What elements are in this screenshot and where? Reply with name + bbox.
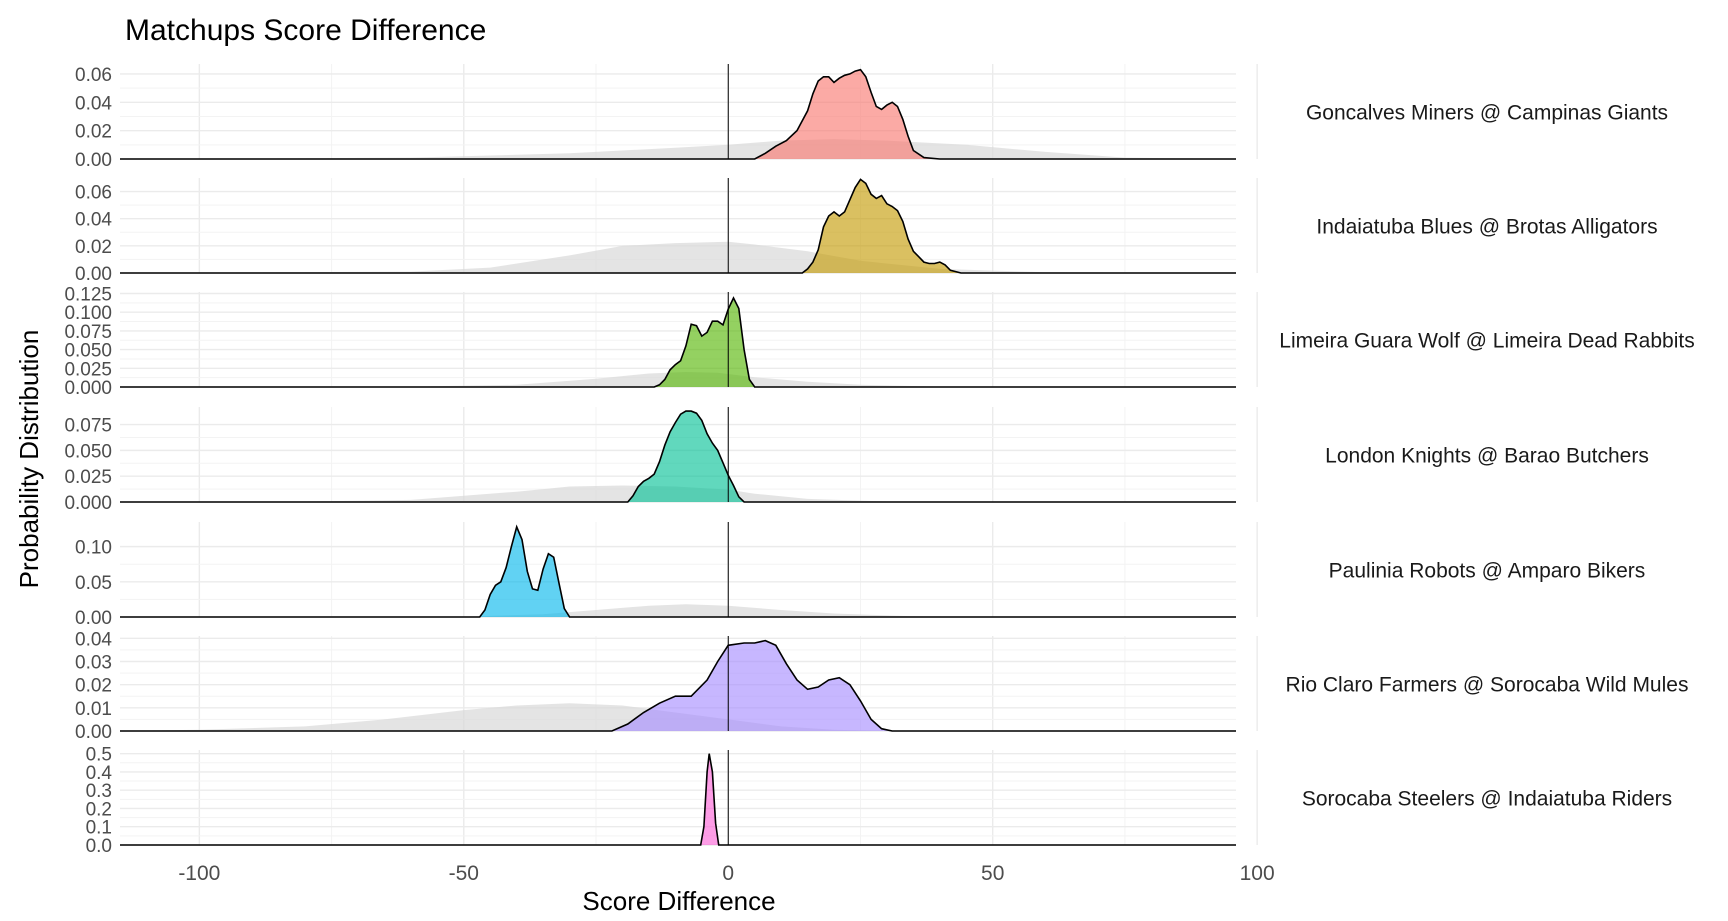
y-axis-title: Probability Distribution (14, 330, 44, 589)
y-tick-label: 0.125 (64, 284, 112, 305)
panel-5: 0.00 0.05 0.10 Paulinia Robots @ Amparo Bik… (75, 522, 1645, 629)
density-area (120, 69, 1236, 159)
x-axis-title: Score Difference (582, 886, 775, 916)
density-outline (120, 524, 1236, 618)
density-area (120, 640, 1236, 731)
x-tick-label: -100 (178, 862, 220, 885)
density-outline (120, 639, 1236, 732)
y-tick-label: 0.06 (75, 183, 112, 204)
panels-group: 0.00 0.02 0.04 0.06 Goncalves Miners @ Campi… (64, 64, 1695, 857)
y-tick-label: 0.3 (86, 781, 112, 802)
y-tick-label: 0.050 (64, 341, 112, 362)
y-tick-label: 0.050 (64, 441, 112, 462)
y-tick-label: 0.00 (75, 608, 112, 629)
y-tick-label: 0.01 (75, 699, 112, 720)
y-tick-label: 0.025 (64, 467, 112, 488)
y-tick-label: 0.5 (86, 745, 112, 766)
y-tick-label: 0.06 (75, 65, 112, 86)
y-tick-label: 0.4 (86, 763, 113, 784)
panel-label: Sorocaba Steelers @ Indaiatuba Riders (1302, 788, 1672, 811)
background-density-area (120, 241, 1236, 273)
density-outline (120, 753, 1236, 846)
panel-7: 0.00.10.20.30.40.5 Sorocaba Steelers @ In… (86, 745, 1673, 857)
y-tick-label: 0.2 (86, 799, 112, 820)
x-axis: -100 -50 0 50 100 (178, 862, 1274, 885)
panel-label: London Knights @ Barao Butchers (1325, 445, 1649, 468)
y-tick-label: 0.10 (75, 538, 112, 559)
x-tick-label: -50 (449, 862, 479, 885)
y-tick-label: 0.000 (64, 378, 112, 399)
panel-6: 0.000.010.02 0.030.04 Rio Claro Farmers @ … (75, 629, 1688, 743)
x-tick-label: 100 (1240, 862, 1275, 885)
y-tick-label: 0.025 (64, 359, 112, 380)
y-tick-label: 0.075 (64, 322, 112, 343)
y-tick-label: 0.00 (75, 150, 112, 171)
y-tick-label: 0.1 (86, 818, 112, 839)
background-density-area (120, 139, 1236, 159)
y-tick-label: 0.04 (75, 93, 112, 114)
panel-label: Indaiatuba Blues @ Brotas Alligators (1316, 216, 1657, 239)
y-tick-label: 0.000 (64, 493, 112, 514)
density-outline (120, 178, 1236, 274)
y-tick-label: 0.02 (75, 676, 112, 697)
y-tick-label: 0.05 (75, 573, 112, 594)
y-tick-label: 0.075 (64, 416, 112, 437)
panel-label: Goncalves Miners @ Campinas Giants (1306, 102, 1668, 125)
y-tick-label: 0.02 (75, 237, 112, 258)
panel-label: Limeira Guara Wolf @ Limeira Dead Rabbit… (1279, 330, 1694, 353)
y-tick-label: 0.0 (86, 836, 112, 857)
density-area (120, 526, 1236, 617)
y-tick-label: 0.100 (64, 303, 112, 324)
x-tick-label: 50 (981, 862, 1004, 885)
density-outline (120, 68, 1236, 160)
x-tick-label: 0 (722, 862, 734, 885)
panel-label: Rio Claro Farmers @ Sorocaba Wild Mules (1286, 674, 1689, 697)
y-tick-label: 0.04 (75, 210, 112, 231)
density-area (120, 411, 1236, 502)
panel-label: Paulinia Robots @ Amparo Bikers (1329, 560, 1646, 583)
panel-2: 0.00 0.02 0.04 0.06 Indaiatuba Blues @ Brota… (75, 178, 1658, 285)
y-tick-label: 0.04 (75, 629, 112, 650)
panel-1: 0.00 0.02 0.04 0.06 Goncalves Miners @ Campi… (75, 64, 1668, 171)
y-tick-label: 0.02 (75, 122, 112, 143)
density-area (120, 298, 1236, 387)
density-outline (120, 296, 1236, 388)
background-density-area (120, 604, 1236, 617)
panel-4: 0.000 0.025 0.050 0.075 London Knights @ Bar… (64, 407, 1649, 514)
y-tick-label: 0.00 (75, 722, 112, 743)
y-tick-label: 0.03 (75, 652, 112, 673)
chart-title: Matchups Score Difference (125, 14, 486, 47)
y-tick-label: 0.00 (75, 264, 112, 285)
